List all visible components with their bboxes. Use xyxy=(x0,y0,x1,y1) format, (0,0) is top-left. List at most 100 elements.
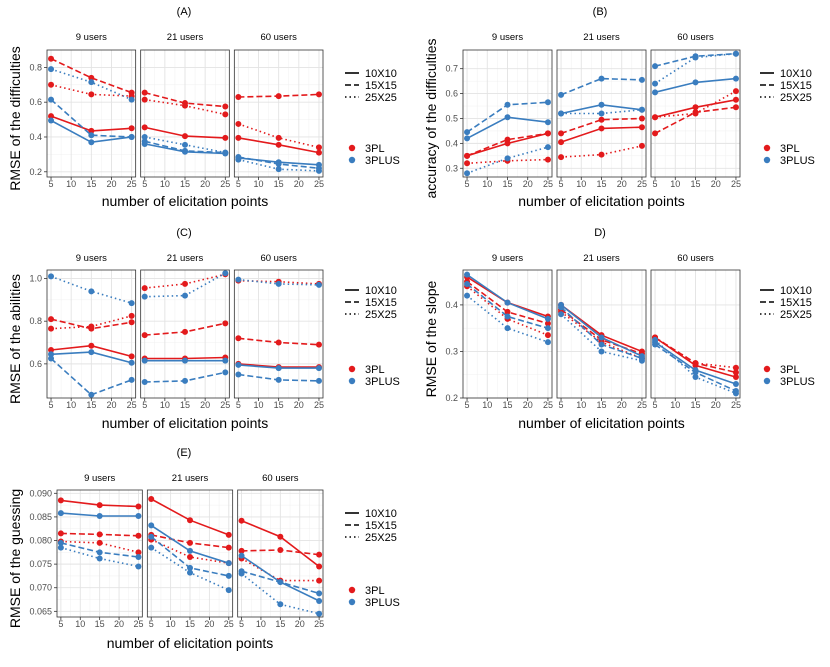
data-point xyxy=(225,572,232,579)
legend-line-label: 15X15 xyxy=(780,297,812,309)
x-tick-label: 25 xyxy=(220,179,230,189)
data-point xyxy=(88,342,95,349)
data-point xyxy=(692,54,699,61)
data-point xyxy=(222,103,229,110)
facet-label: 9 users xyxy=(492,32,523,43)
legend-model-key xyxy=(763,365,771,373)
data-point xyxy=(598,116,605,123)
facet-label: 21 users xyxy=(172,473,209,484)
data-point xyxy=(464,280,471,287)
data-point xyxy=(598,125,605,132)
x-tick-label: 5 xyxy=(653,400,658,410)
legend-model-key xyxy=(763,377,771,385)
data-point xyxy=(692,79,699,86)
data-point xyxy=(148,533,155,540)
data-point xyxy=(57,530,64,537)
data-point xyxy=(638,142,645,149)
data-point xyxy=(316,577,323,584)
data-point xyxy=(504,101,511,108)
data-point xyxy=(316,597,323,604)
data-point xyxy=(128,376,135,383)
facet-label: 21 users xyxy=(167,253,204,264)
data-point xyxy=(315,377,322,384)
data-point xyxy=(135,512,142,519)
legend-model-key xyxy=(348,377,356,385)
x-tick-label: 15 xyxy=(95,619,105,629)
x-axis-label: number of elicitation points xyxy=(107,635,274,651)
data-point xyxy=(48,81,55,88)
data-point xyxy=(141,379,148,385)
x-tick-label: 25 xyxy=(133,619,143,629)
legend-model-label: 3PLUS xyxy=(780,376,815,388)
data-point xyxy=(277,533,284,540)
x-tick-label: 5 xyxy=(149,619,154,629)
y-tick-label: 1.0 xyxy=(29,274,42,284)
x-tick-label: 15 xyxy=(180,400,190,410)
data-point xyxy=(275,141,282,148)
facet-label: 21 users xyxy=(167,32,204,43)
data-point xyxy=(187,539,193,546)
data-point xyxy=(48,66,55,73)
series-line-3PL-15X15 xyxy=(466,132,549,157)
data-point xyxy=(222,134,229,141)
panel-title: (E) xyxy=(177,447,192,459)
x-tick-label: 25 xyxy=(224,619,234,629)
data-point xyxy=(598,101,605,108)
y-tick-label: 0.075 xyxy=(29,559,52,569)
data-point xyxy=(638,124,645,131)
data-point xyxy=(141,293,148,300)
data-point xyxy=(128,319,135,326)
x-tick-label: 15 xyxy=(596,179,606,189)
x-tick-label: 15 xyxy=(274,179,284,189)
facet-1: 9 users 5 10 15 20 25 xyxy=(46,253,137,410)
series-line-3PLUS-15X15 xyxy=(560,77,643,96)
data-point xyxy=(598,75,605,82)
facet-2: 21 users 5 10 15 20 25 xyxy=(146,473,234,629)
x-tick-label: 15 xyxy=(185,619,195,629)
facet-label: 9 users xyxy=(492,253,523,264)
x-tick-label: 15 xyxy=(180,179,190,189)
x-tick-label: 25 xyxy=(314,400,324,410)
legend-model-key xyxy=(348,144,356,152)
series-line-3PL-15X15 xyxy=(50,57,132,94)
x-axis-label: number of elicitation points xyxy=(102,193,269,209)
data-point xyxy=(238,570,245,577)
x-tick-label: 5 xyxy=(653,179,658,189)
x-tick-label: 25 xyxy=(543,179,553,189)
x-tick-label: 10 xyxy=(75,619,85,629)
data-point xyxy=(316,590,323,597)
x-tick-label: 5 xyxy=(559,179,564,189)
data-point xyxy=(277,546,284,553)
data-point xyxy=(275,160,282,167)
x-axis-label: number of elicitation points xyxy=(518,415,685,431)
data-point xyxy=(732,96,739,103)
data-point xyxy=(638,357,645,364)
data-point xyxy=(88,139,95,146)
data-point xyxy=(182,357,188,364)
legend-model-label: 3PLUS xyxy=(365,155,400,167)
data-point xyxy=(464,152,471,159)
x-tick-label: 10 xyxy=(670,179,680,189)
y-tick-label: 0.3 xyxy=(445,346,458,356)
data-point xyxy=(732,381,739,388)
data-point xyxy=(187,564,193,571)
data-point xyxy=(504,299,511,306)
y-tick-label: 0.5 xyxy=(445,113,458,123)
data-point xyxy=(57,544,64,551)
data-point xyxy=(275,365,282,372)
data-point xyxy=(96,539,103,546)
legend-model-key xyxy=(763,144,771,152)
data-point xyxy=(182,280,188,287)
data-point xyxy=(692,110,699,117)
data-point xyxy=(182,328,188,335)
x-tick-label: 20 xyxy=(106,179,116,189)
facet-label: 9 users xyxy=(76,253,107,264)
data-point xyxy=(598,348,605,355)
facet-3: 60 users 5 10 15 20 25 xyxy=(650,32,741,189)
x-tick-label: 15 xyxy=(502,179,512,189)
x-tick-label: 20 xyxy=(204,619,214,629)
